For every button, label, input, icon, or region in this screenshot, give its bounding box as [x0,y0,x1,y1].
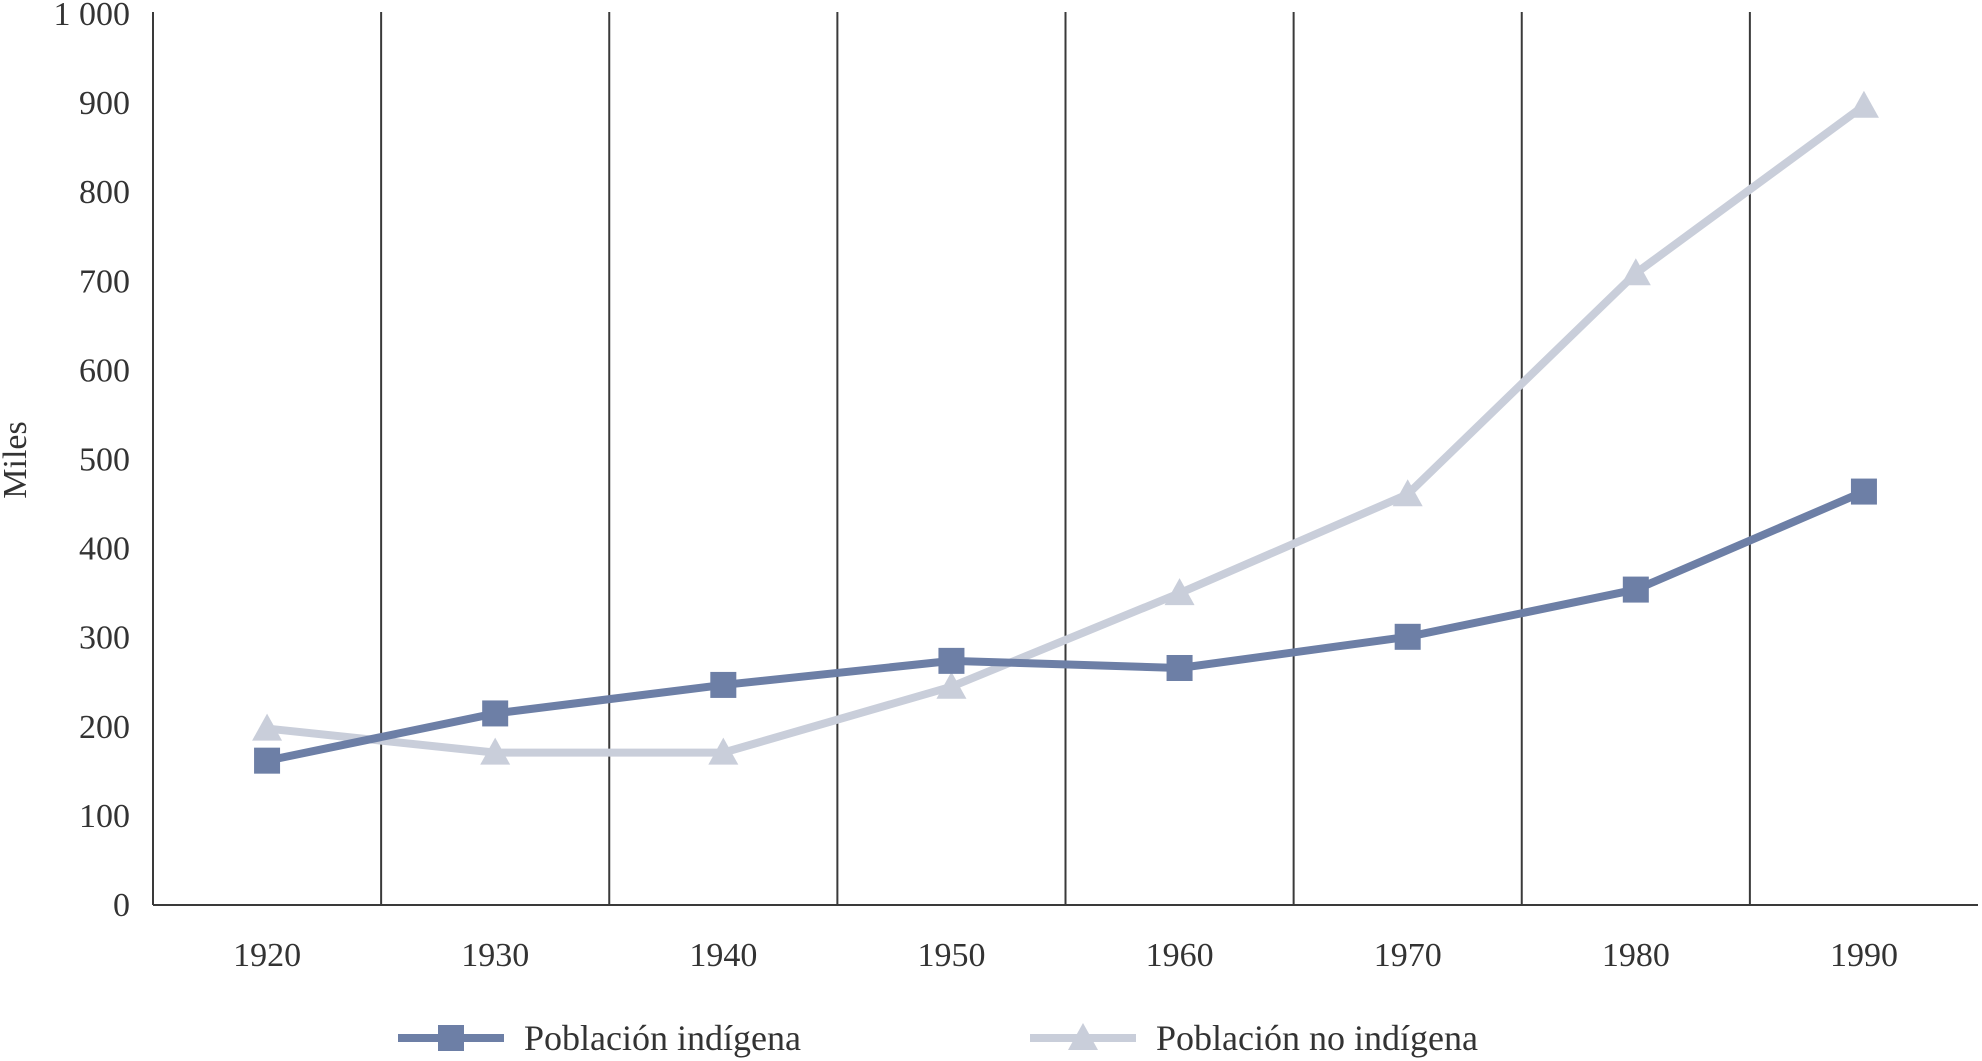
data-point-triangle [252,713,283,741]
data-point-square [1850,478,1877,505]
y-tick-label: 600 [79,352,130,389]
x-tick-label: 1940 [689,937,757,974]
data-point-triangle [1620,258,1651,286]
data-point-triangle [936,671,967,699]
data-point-square [1394,623,1421,650]
data-point-square [482,700,509,727]
legend-item-2: Población no indígena [1030,1018,1478,1058]
data-point-square [1622,576,1649,603]
y-tick-label: 500 [79,442,130,479]
y-tick-label: 800 [79,174,130,211]
data-point-square [938,647,965,674]
legend-label: Población indígena [524,1018,801,1058]
y-axis-title: Miles [0,421,34,498]
x-tick-label: 1990 [1830,937,1898,974]
data-point-triangle [1164,578,1195,606]
x-tick-label: 1970 [1374,937,1442,974]
y-tick-label: 200 [79,709,130,746]
x-tick-label: 1950 [917,937,985,974]
data-point-triangle [1392,479,1423,507]
series-layer [252,90,1879,774]
y-axis-tick-labels: 0 100 200 300 400 500 600 700 800 900 1 000 [54,0,131,924]
y-tick-label: 1 000 [54,0,131,33]
data-point-triangle [480,737,511,765]
legend-item-1: Población indígena [398,1018,801,1058]
legend-label: Población no indígena [1156,1018,1478,1058]
series-line [266,102,1867,757]
y-tick-label: 100 [79,798,130,835]
y-tick-label: 900 [79,85,130,122]
data-point-triangle [1848,90,1879,118]
y-tick-label: 0 [113,887,130,924]
data-point-square [710,671,737,698]
axes [152,12,1978,906]
legend-marker-square [438,1025,464,1051]
y-tick-label: 300 [79,620,130,657]
legend: Población indígena Población no indígena [398,1018,1478,1058]
x-tick-label: 1960 [1146,937,1214,974]
legend-marker-triangle [1068,1023,1098,1050]
x-tick-label: 1930 [461,937,529,974]
data-point-square [1166,654,1193,681]
data-point-triangle [708,737,739,765]
series-line [266,487,1866,765]
data-point-square [254,747,281,774]
series-2 [252,90,1879,765]
x-axis-tick-labels: 1920 1930 1940 1950 1960 1970 1980 1990 [233,937,1898,974]
vertical-grid-lines [380,12,1751,905]
y-tick-label: 400 [79,531,130,568]
y-tick-label: 700 [79,263,130,300]
series-1 [254,478,1877,774]
x-tick-label: 1980 [1602,937,1670,974]
x-tick-label: 1920 [233,937,301,974]
